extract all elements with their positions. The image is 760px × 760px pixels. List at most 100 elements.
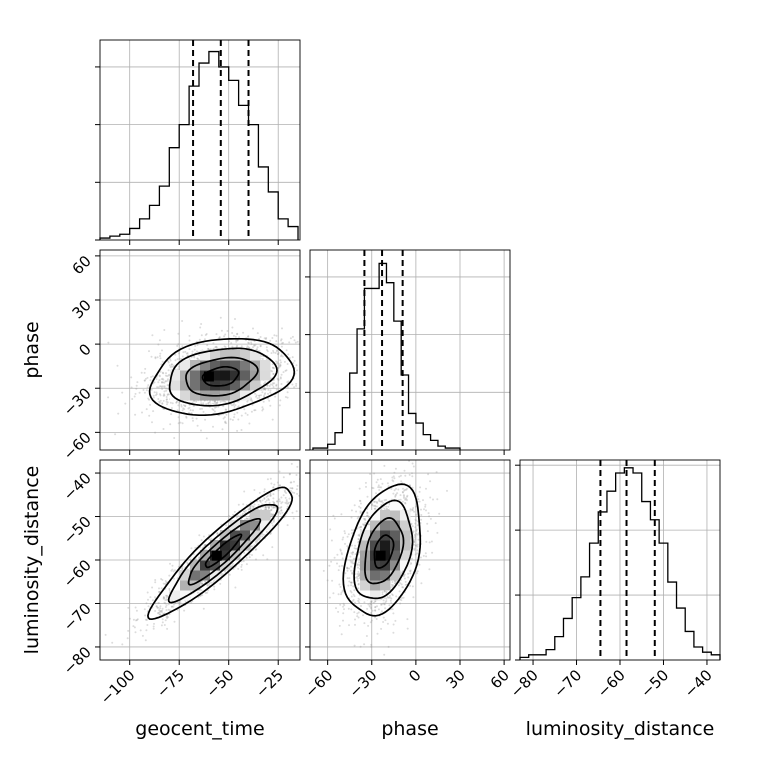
- sample-point: [367, 523, 370, 526]
- sample-point: [359, 510, 362, 513]
- sample-point: [158, 611, 161, 614]
- sample-point: [218, 336, 221, 339]
- sample-point: [188, 339, 191, 342]
- sample-point: [272, 386, 275, 388]
- sample-point: [152, 396, 155, 399]
- sample-point: [164, 374, 167, 377]
- sample-point: [255, 548, 258, 551]
- sample-point: [185, 352, 188, 355]
- sample-point: [363, 524, 365, 527]
- sample-point: [219, 316, 222, 319]
- sample-point: [410, 522, 413, 525]
- sample-point: [141, 411, 143, 414]
- sample-point: [266, 384, 269, 387]
- sample-point: [208, 546, 210, 549]
- sample-point: [161, 621, 164, 624]
- sample-point: [175, 401, 178, 404]
- sample-point: [270, 482, 273, 485]
- sample-point: [164, 606, 167, 608]
- sample-point: [95, 385, 97, 387]
- sample-point: [250, 545, 253, 548]
- sample-point: [194, 546, 197, 549]
- sample-point: [350, 529, 353, 532]
- sample-point: [286, 391, 289, 394]
- sample-point: [387, 645, 390, 648]
- sample-point: [280, 345, 283, 348]
- sample-point: [251, 554, 253, 556]
- sample-point: [272, 373, 275, 375]
- sample-point: [204, 592, 207, 594]
- sample-point: [350, 544, 353, 547]
- density-cell: [220, 360, 231, 371]
- sample-point: [165, 372, 167, 375]
- x-tick-label: −50: [637, 666, 672, 701]
- sample-point: [336, 553, 339, 556]
- sample-point: [158, 375, 161, 378]
- sample-point: [173, 603, 175, 606]
- sample-point: [166, 615, 169, 617]
- sample-point: [393, 471, 396, 474]
- sample-point: [161, 360, 164, 363]
- sample-point: [384, 619, 387, 622]
- sample-point: [167, 360, 169, 363]
- sample-point: [167, 388, 170, 390]
- sample-point: [161, 381, 163, 384]
- sample-point: [277, 378, 280, 381]
- sample-point: [167, 616, 170, 619]
- sample-point: [263, 508, 266, 511]
- sample-point: [346, 567, 349, 570]
- sample-point: [212, 409, 215, 411]
- sample-point: [369, 602, 372, 605]
- sample-point: [225, 524, 228, 527]
- sample-point: [414, 518, 417, 521]
- sample-point: [278, 507, 280, 509]
- sample-point: [286, 505, 289, 508]
- sample-point: [168, 574, 171, 577]
- sample-point: [368, 523, 371, 526]
- sample-point: [269, 494, 272, 497]
- sample-point: [280, 496, 283, 499]
- sample-point: [398, 590, 401, 593]
- sample-point: [191, 401, 194, 404]
- sample-point: [147, 397, 150, 400]
- sample-point: [168, 588, 171, 590]
- sample-point: [426, 522, 429, 525]
- sample-point: [172, 570, 175, 573]
- sample-point: [268, 385, 271, 387]
- sample-point: [391, 594, 394, 597]
- sample-point: [344, 532, 346, 535]
- sample-point: [235, 345, 238, 348]
- sample-point: [296, 492, 299, 495]
- sample-point: [280, 354, 283, 357]
- sample-point: [391, 476, 394, 479]
- sample-point: [411, 525, 414, 528]
- sample-point: [271, 370, 274, 373]
- sample-point: [160, 578, 163, 580]
- sample-point: [391, 581, 394, 583]
- sample-point: [274, 395, 277, 398]
- sample-point: [403, 489, 406, 492]
- density-cell: [200, 570, 211, 581]
- sample-point: [371, 504, 373, 507]
- sample-point: [176, 409, 179, 412]
- sample-point: [277, 353, 280, 356]
- sample-point: [258, 396, 261, 399]
- sample-point: [213, 400, 216, 403]
- density-cell: [220, 530, 231, 541]
- sample-point: [196, 357, 199, 360]
- sample-point: [400, 480, 403, 483]
- sample-point: [186, 568, 189, 571]
- sample-point: [270, 522, 273, 525]
- sample-point: [399, 474, 402, 477]
- sample-point: [264, 388, 267, 391]
- x-tick-label: −25: [252, 666, 287, 701]
- sample-point: [371, 609, 374, 612]
- sample-point: [161, 371, 164, 374]
- sample-point: [366, 607, 369, 610]
- sample-point: [414, 538, 417, 541]
- sample-point: [261, 535, 264, 538]
- sample-point: [269, 383, 272, 386]
- sample-point: [138, 391, 141, 394]
- sample-point: [204, 334, 207, 336]
- sample-point: [272, 366, 275, 369]
